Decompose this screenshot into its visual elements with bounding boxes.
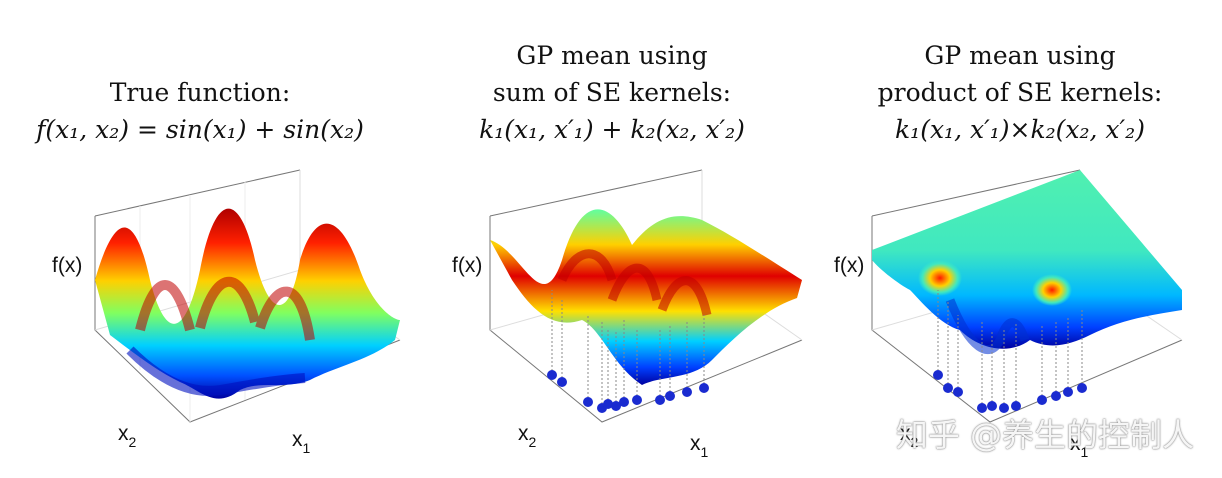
title-line: GP mean using: [516, 41, 708, 70]
title-line: k₁(x₁, x′₁) + k₂(x₂, x′₂): [479, 115, 745, 144]
panel-product-kernels: GP mean using product of SE kernels: k₁(…: [820, 0, 1220, 478]
x-axis-label: x1: [292, 428, 311, 456]
title-line: product of SE kernels:: [877, 78, 1163, 107]
panel-true-function: True function: f(x₁, x₂) = sin(x₁) + sin…: [0, 0, 401, 478]
surface-plot-true-function: f(x) x2 x1: [52, 169, 401, 456]
z-axis-label: f(x): [834, 254, 864, 277]
surface-plot-sum-kernels: f(x) x2 x1: [452, 169, 803, 460]
panel-sum-kernels: GP mean using sum of SE kernels: k₁(x₁, …: [412, 0, 812, 478]
z-axis-label: f(x): [452, 254, 482, 277]
title-line: GP mean using: [924, 41, 1116, 70]
title-line: True function:: [109, 78, 291, 107]
observation-points: [933, 370, 1087, 413]
y-axis-label: x2: [518, 422, 537, 450]
title-line: f(x₁, x₂) = sin(x₁) + sin(x₂): [36, 115, 364, 144]
observation-stems: [551, 290, 705, 408]
title-line: k₁(x₁, x′₁)×k₂(x₂, x′₂): [895, 115, 1145, 144]
panel-title: True function: f(x₁, x₂) = sin(x₁) + sin…: [0, 74, 400, 148]
y-axis-label: x2: [900, 422, 919, 450]
y-axis-label: x2: [118, 422, 137, 450]
observation-points: [547, 370, 709, 413]
panel-title: GP mean using product of SE kernels: k₁(…: [820, 37, 1220, 148]
title-line: sum of SE kernels:: [492, 78, 732, 107]
surface: [872, 170, 1182, 355]
surface: [490, 209, 802, 385]
observation-stems: [937, 290, 1083, 408]
watermark: 知乎 @养生的控制人: [895, 416, 1194, 454]
z-axis-label: f(x): [52, 254, 82, 277]
surface: [95, 208, 400, 399]
x-axis-label: x1: [1070, 432, 1089, 460]
surface-plot-product-kernels: f(x) x2 x1: [834, 169, 1183, 460]
panel-title: GP mean using sum of SE kernels: k₁(x₁, …: [412, 37, 812, 148]
x-axis-label: x1: [690, 432, 709, 460]
